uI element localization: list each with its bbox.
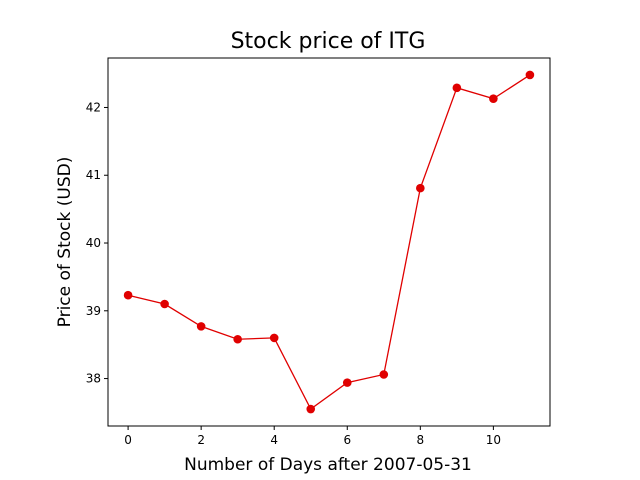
y-tick-label: 38: [86, 372, 101, 386]
chart-title: Stock price of ITG: [231, 29, 426, 54]
plot-frame: [107, 57, 551, 427]
data-point: [342, 378, 352, 387]
y-tick-label: 42: [86, 100, 101, 114]
y-tick-label: 41: [86, 168, 101, 182]
plot-area: [123, 70, 535, 414]
data-point: [525, 70, 535, 80]
data-point: [306, 404, 316, 414]
data-point: [233, 334, 242, 344]
data-point: [379, 370, 389, 379]
y-tick-label: 39: [86, 304, 101, 318]
x-tick-label: 4: [270, 433, 278, 447]
x-axis-label: Number of Days after 2007-05-31: [184, 455, 472, 475]
data-point: [123, 290, 133, 300]
data-point: [452, 83, 462, 93]
x-tick-label: 8: [417, 433, 425, 447]
x-tick-label: 10: [486, 433, 501, 447]
y-axis-label: Price of Stock (USD): [55, 157, 75, 328]
x-tick-label: 0: [124, 433, 132, 447]
data-point: [269, 333, 279, 343]
y-tick-label: 40: [86, 236, 101, 250]
data-point: [160, 299, 169, 309]
data-point: [416, 183, 425, 193]
data-point: [196, 322, 206, 331]
series-line: [127, 74, 531, 411]
data-point: [489, 94, 498, 103]
x-tick-label: 6: [343, 433, 351, 447]
x-tick-label: 2: [197, 433, 205, 447]
